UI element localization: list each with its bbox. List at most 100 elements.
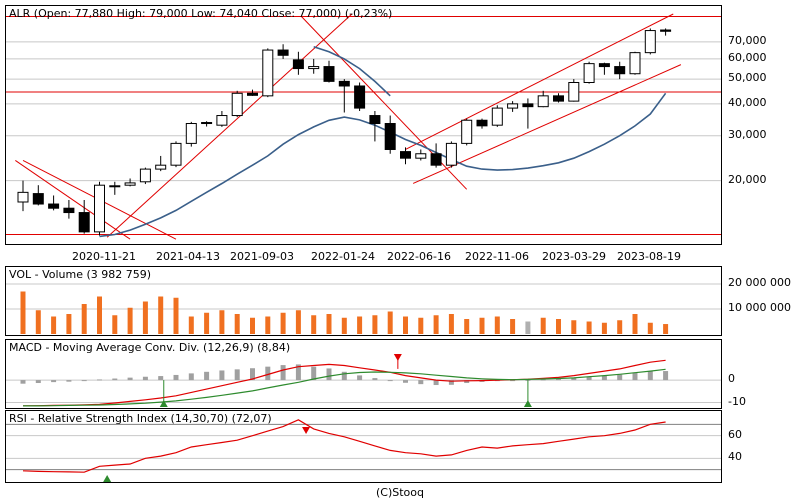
buy-signal-marker-0 bbox=[159, 400, 168, 407]
macd-histogram-bar-7 bbox=[127, 377, 133, 381]
candle-body-31 bbox=[491, 107, 503, 126]
volume-bar-0 bbox=[20, 291, 26, 334]
volume-bar-39 bbox=[617, 320, 623, 334]
candle-body-33 bbox=[522, 103, 534, 108]
candle-body-16 bbox=[262, 49, 274, 97]
volume-bar-16 bbox=[265, 316, 271, 334]
candle-body-13 bbox=[216, 115, 228, 126]
price-panel: ALR (Open: 77,880 High: 79,000 Low: 74,0… bbox=[5, 5, 722, 245]
macd-histogram-bar-21 bbox=[341, 371, 347, 381]
candle-body-30 bbox=[476, 119, 488, 127]
macd-histogram-bar-22 bbox=[357, 375, 363, 381]
rsi-panel-title: RSI - Relative Strength Index (14,30,70)… bbox=[9, 412, 272, 425]
volume-panel: VOL - Volume (3 982 759) bbox=[5, 266, 722, 336]
volume-y-tick-1: 20 000 000 bbox=[728, 276, 791, 289]
volume-bar-13 bbox=[219, 310, 225, 334]
sell-signal-marker-1 bbox=[393, 354, 402, 361]
volume-bar-22 bbox=[357, 316, 363, 334]
x-tick-label-6: 2023-03-29 bbox=[542, 250, 606, 263]
macd-histogram-bar-8 bbox=[142, 376, 148, 381]
candle-body-18 bbox=[292, 59, 304, 70]
volume-bar-19 bbox=[311, 315, 317, 334]
volume-bar-3 bbox=[66, 314, 72, 334]
macd-histogram-bar-16 bbox=[265, 366, 271, 381]
candle-body-8 bbox=[139, 168, 151, 183]
macd-histogram-bar-27 bbox=[433, 380, 439, 386]
candle-body-24 bbox=[384, 123, 396, 150]
rsi-line bbox=[22, 419, 666, 473]
price-chart bbox=[6, 13, 721, 240]
volume-bar-41 bbox=[647, 322, 653, 334]
candle-body-10 bbox=[170, 142, 182, 166]
candle-body-32 bbox=[507, 103, 519, 109]
price-y-tick-5: 70,000 bbox=[728, 33, 767, 47]
macd-histogram-bar-1 bbox=[35, 380, 41, 384]
candle-body-28 bbox=[445, 142, 457, 166]
volume-panel-title: VOL - Volume (3 982 759) bbox=[9, 268, 152, 281]
rsi-buy-marker-0 bbox=[103, 475, 112, 482]
macd-histogram-bar-11 bbox=[188, 373, 194, 381]
macd-histogram-bar-9 bbox=[158, 376, 164, 381]
macd-histogram-bar-25 bbox=[403, 380, 408, 383]
volume-y-tick-0: 10 000 000 bbox=[728, 301, 791, 314]
volume-bar-7 bbox=[127, 307, 133, 334]
volume-bar-25 bbox=[403, 316, 408, 334]
macd-histogram-bar-17 bbox=[280, 365, 286, 381]
macd-histogram-bar-35 bbox=[556, 378, 561, 381]
candle-body-27 bbox=[430, 153, 442, 166]
candle-body-6 bbox=[109, 185, 121, 188]
price-x-axis: 2020-11-21 2021-04-13 2021-09-03 2022-01-24… bbox=[72, 250, 681, 263]
volume-bar-12 bbox=[204, 312, 210, 334]
volume-bar-42 bbox=[663, 324, 669, 334]
x-tick-label-0: 2020-11-21 bbox=[72, 250, 136, 263]
macd-histogram-bar-5 bbox=[97, 379, 102, 381]
macd-histogram-bar-23 bbox=[372, 378, 378, 381]
candle-body-26 bbox=[415, 153, 427, 159]
volume-bar-15 bbox=[250, 317, 255, 334]
macd-histogram-bar-14 bbox=[234, 369, 240, 381]
volume-bar-14 bbox=[234, 314, 240, 334]
candle-body-0 bbox=[17, 191, 29, 203]
volume-bar-33 bbox=[525, 321, 531, 334]
volume-bar-5 bbox=[97, 296, 102, 334]
candle-body-39 bbox=[614, 66, 626, 75]
buy-signal-marker-2 bbox=[523, 400, 532, 407]
candle-body-21 bbox=[338, 80, 350, 87]
macd-histogram-bar-13 bbox=[219, 370, 225, 381]
macd-histogram-bar-2 bbox=[51, 380, 57, 383]
volume-bar-23 bbox=[372, 315, 378, 334]
volume-bar-20 bbox=[326, 314, 332, 334]
volume-bar-8 bbox=[142, 301, 148, 334]
candle-body-29 bbox=[461, 119, 473, 144]
candle-body-7 bbox=[124, 182, 136, 186]
volume-chart bbox=[6, 283, 721, 334]
volume-bar-1 bbox=[35, 310, 41, 334]
macd-histogram-bar-10 bbox=[173, 374, 179, 381]
macd-histogram-bar-15 bbox=[250, 368, 255, 381]
volume-bar-4 bbox=[81, 304, 87, 334]
volume-bar-29 bbox=[464, 319, 470, 334]
price-y-tick-2: 40,000 bbox=[728, 95, 767, 109]
macd-histogram-bar-32 bbox=[510, 380, 516, 382]
volume-bar-35 bbox=[556, 319, 561, 334]
volume-bar-9 bbox=[158, 296, 164, 334]
macd-histogram-bar-40 bbox=[632, 372, 638, 381]
volume-bar-11 bbox=[188, 316, 194, 334]
volume-bar-6 bbox=[112, 315, 118, 334]
volume-bar-40 bbox=[632, 314, 638, 334]
volume-bar-26 bbox=[418, 317, 424, 334]
volume-bar-34 bbox=[540, 317, 546, 334]
candle-body-34 bbox=[537, 95, 549, 108]
volume-bar-28 bbox=[448, 314, 454, 334]
candle-body-15 bbox=[247, 92, 258, 96]
x-tick-label-2: 2021-09-03 bbox=[230, 250, 294, 263]
candle-body-12 bbox=[201, 122, 213, 125]
macd-histogram-bar-12 bbox=[204, 371, 210, 381]
volume-bar-24 bbox=[387, 311, 393, 334]
macd-histogram-bar-3 bbox=[66, 380, 72, 382]
candle-body-38 bbox=[598, 63, 610, 68]
price-y-tick-1: 30,000 bbox=[728, 127, 767, 141]
macd-panel-title: MACD - Moving Average Conv. Div. (12,26,… bbox=[9, 341, 291, 354]
trend-line-1 bbox=[15, 160, 131, 240]
macd-histogram-bar-24 bbox=[387, 380, 393, 382]
